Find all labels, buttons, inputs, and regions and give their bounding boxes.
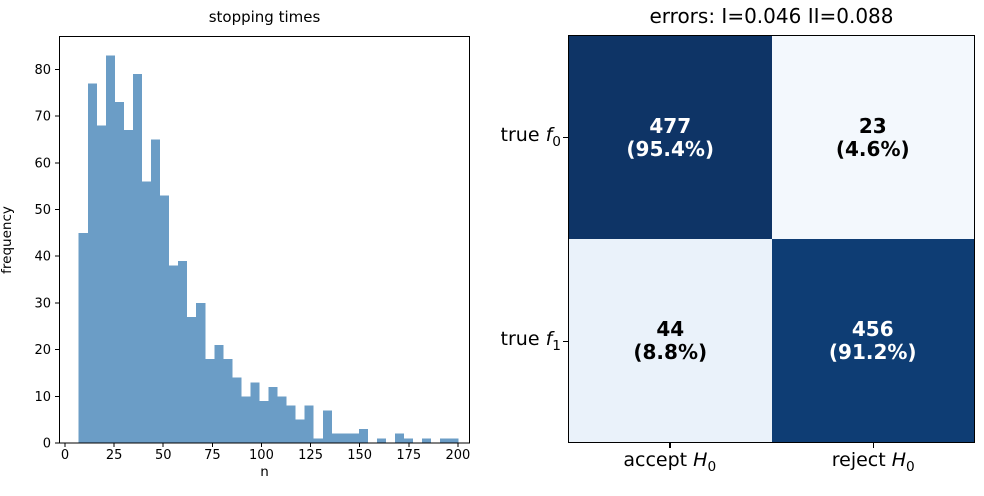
right-plot-title: errors: I=0.046 II=0.088: [649, 4, 894, 28]
col-label-text: reject: [831, 449, 892, 471]
row-label-true-f0: true f0: [501, 124, 561, 150]
matrix-cell-true-f1-reject: 456 (91.2%): [771, 239, 974, 442]
hist-bar: [376, 438, 387, 443]
hist-bar: [196, 302, 206, 443]
hist-bar: [259, 400, 269, 443]
hist-bar: [422, 438, 432, 443]
col-label-symbol: H: [891, 449, 907, 471]
x-tick-label: 75: [204, 448, 221, 463]
cell-percent: (91.2%): [828, 339, 917, 364]
hist-bar: [250, 382, 260, 443]
hist-bar: [358, 428, 368, 443]
col-label-symbol: H: [693, 449, 708, 471]
cell-count: 23: [858, 113, 887, 138]
matrix-col-tick: [872, 443, 874, 448]
y-tick-label: 80: [34, 63, 51, 78]
hist-bar: [449, 438, 459, 443]
hist-bar: [142, 181, 152, 444]
cell-count: 477: [649, 113, 692, 138]
hist-bar: [304, 405, 314, 443]
hist-bar: [295, 419, 305, 443]
matrix-row-tick: [563, 136, 568, 138]
plot-frame: [59, 36, 470, 444]
col-label-accept-h0: accept H0: [568, 449, 772, 475]
row-label-text: true: [500, 124, 546, 147]
x-tick-label: 150: [347, 448, 372, 463]
x-tick-label: 50: [155, 448, 172, 463]
row-label-subscript: 1: [552, 337, 561, 354]
y-tick-label: 40: [34, 250, 51, 265]
cell-percent: (8.8%): [633, 339, 708, 364]
y-tick-label: 60: [34, 156, 51, 171]
row-label-symbol: f: [545, 328, 553, 351]
x-tick-label: 25: [106, 448, 123, 463]
hist-bar: [132, 74, 143, 443]
hist-bar: [313, 438, 323, 443]
left-plot-xlabel: n: [260, 464, 269, 480]
hist-bar: [440, 438, 450, 443]
hist-bar: [214, 344, 224, 443]
y-tick-label: 20: [34, 343, 51, 358]
matrix-cell-true-f0-reject: 23 (4.6%): [771, 36, 974, 239]
col-label-reject-h0: reject H0: [772, 449, 976, 475]
cell-count: 44: [656, 316, 685, 341]
y-tick-label: 0: [43, 437, 51, 452]
x-tick-label: 175: [396, 448, 421, 463]
y-tick-label: 50: [34, 203, 51, 218]
hist-bar: [277, 396, 287, 443]
hist-bar: [123, 130, 133, 443]
hist-bar: [105, 55, 115, 443]
cell-count: 456: [851, 316, 894, 341]
y-tick-label: 70: [34, 110, 51, 125]
hist-bar: [395, 433, 405, 443]
hist-bar: [241, 396, 251, 443]
hist-bar: [205, 358, 215, 443]
cell-percent: (95.4%): [626, 136, 715, 161]
left-plot-title: stopping times: [208, 8, 321, 26]
x-tick-label: 100: [249, 448, 274, 463]
hist-bar: [187, 316, 197, 443]
row-label-true-f1: true f1: [501, 328, 561, 354]
hist-bar: [169, 265, 179, 443]
hist-bar: [232, 377, 242, 443]
x-tick-label: 200: [446, 448, 471, 463]
matrix-row-tick: [563, 340, 568, 342]
col-label-text: accept: [623, 449, 694, 471]
hist-bar: [404, 438, 414, 443]
col-label-subscript: 0: [707, 458, 717, 475]
hist-bar: [340, 433, 350, 443]
hist-bar: [349, 433, 359, 443]
cell-percent: (4.6%): [835, 136, 910, 161]
hist-bar: [96, 125, 106, 443]
x-tick-label: 125: [298, 448, 323, 463]
hist-bar: [87, 83, 97, 443]
hist-bar: [160, 195, 170, 443]
col-label-subscript: 0: [906, 458, 915, 475]
row-label-text: true: [500, 328, 546, 351]
matrix-cell-true-f0-accept: 477 (95.4%): [569, 36, 772, 239]
hist-bar: [114, 102, 124, 444]
hist-bar: [151, 139, 161, 443]
hist-bar: [178, 260, 188, 443]
row-label-symbol: f: [545, 124, 553, 147]
hist-bar: [286, 405, 296, 443]
confusion-matrix: 477 (95.4%) 23 (4.6%) 44 (8.8%) 456 (91.…: [568, 35, 975, 443]
y-tick-label: 30: [34, 296, 51, 311]
y-tick-label: 10: [34, 390, 51, 405]
hist-bar: [322, 410, 332, 443]
x-tick-label: 0: [61, 448, 69, 463]
hist-bar: [223, 358, 233, 443]
row-label-subscript: 0: [552, 133, 561, 150]
matrix-col-tick: [669, 443, 671, 448]
hist-bar: [268, 386, 278, 443]
hist-bar: [331, 433, 341, 443]
matrix-cell-true-f1-accept: 44 (8.8%): [569, 239, 772, 442]
hist-bar: [78, 232, 88, 443]
